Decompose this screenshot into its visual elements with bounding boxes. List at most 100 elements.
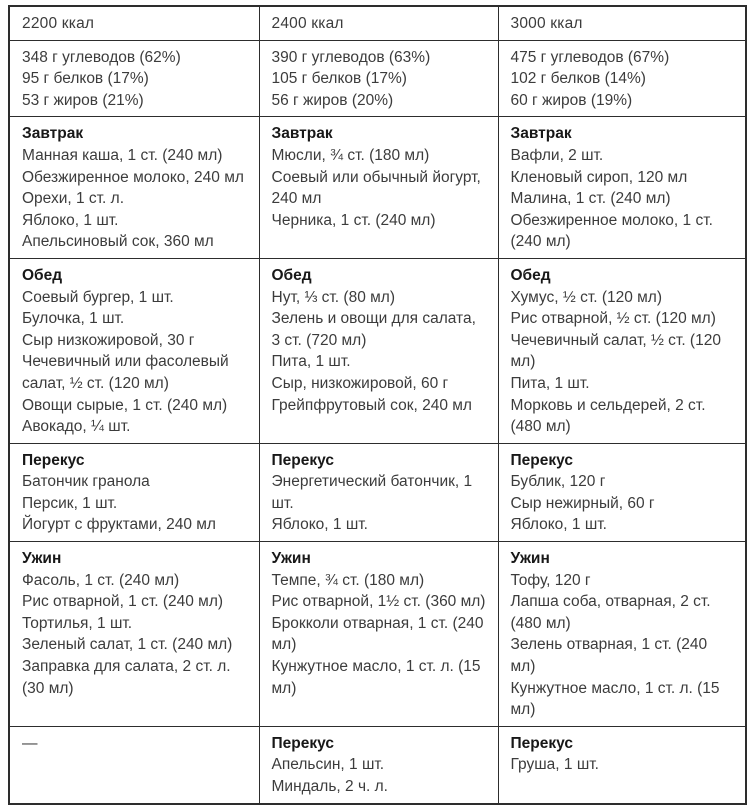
table-row: Перекус Батончик гранола Персик, 1 шт. Йог… xyxy=(8,442,747,543)
meal-title: Ужин xyxy=(510,550,550,568)
meal-item: 53 г жиров (21%) xyxy=(22,91,144,109)
meal-item: Грейпфрутовый сок, 240 мл xyxy=(271,396,472,414)
meal-items: Тофу, 120 г Лапша соба, отварная, 2 ст. (… xyxy=(511,570,734,721)
meal-title: Обед xyxy=(22,266,63,284)
meal-title: Завтрак xyxy=(510,125,572,143)
meal-items: Батончик гранола Персик, 1 шт. Йогурт с фр… xyxy=(22,471,247,536)
dinner-cell: Ужин Темпе, ¾ ст. (180 мл) Рис отварной, … xyxy=(258,541,499,727)
meal-item: 95 г белков (17%) xyxy=(22,70,149,88)
meal-item: Брокколи отварная, 1 ст. (240 мл) xyxy=(271,614,484,654)
meal-item: Кунжутное масло, 1 ст. л. (15 мл) xyxy=(271,658,481,697)
meal-item: Орехи, 1 ст. л. xyxy=(22,190,124,208)
meal-item: 60 г жиров (19%) xyxy=(510,91,633,109)
meal-item: Бублик, 120 г xyxy=(510,473,606,491)
snack-cell: Перекус Бублик, 120 г Сыр нежирный, 60 г Я… xyxy=(497,442,747,543)
meal-title: Перекус xyxy=(510,451,573,469)
meal-item: Темпе, ¾ ст. (180 мл) xyxy=(271,571,425,589)
meal-title: Перекус xyxy=(510,734,573,752)
meal-item: Сыр, низкожировой, 60 г xyxy=(271,374,449,392)
meal-item: Соевый бургер, 1 шт. xyxy=(22,288,174,306)
snack2-cell: Перекус Апельсин, 1 шт. Миндаль, 2 ч. л. xyxy=(258,725,499,805)
macros-cell: 390 г углеводов (63%) 105 г белков (17%) 5… xyxy=(258,39,499,118)
meal-item: Тофу, 120 г xyxy=(510,571,591,589)
meal-title: Перекус xyxy=(271,451,334,469)
meal-item: Рис отварной, 1 ст. (240 мл) xyxy=(22,593,224,611)
meal-item: 56 г жиров (20%) xyxy=(271,91,394,109)
snack2-cell: Перекус Груша, 1 шт. xyxy=(497,725,747,805)
meal-title: Завтрак xyxy=(22,125,84,143)
meal-items: Мюсли, ¾ ст. (180 мл) Соевый или обычный … xyxy=(272,145,486,231)
meal-item: Хумус, ½ ст. (120 мл) xyxy=(510,288,663,306)
meal-item: Чечевичный или фасолевый салат, ½ ст. (1… xyxy=(22,353,229,392)
column-header-2400: 2400 ккал xyxy=(258,5,499,41)
meal-item: Соевый или обычный йогурт, 240 мл xyxy=(271,168,481,208)
meal-items: Манная каша, 1 ст. (240 мл) Обезжиренное … xyxy=(22,145,247,253)
meal-title: Перекус xyxy=(271,734,334,752)
meal-item: Чечевичный салат, ½ ст. (120 мл) xyxy=(510,331,721,371)
meal-item: 348 г углеводов (62%) xyxy=(22,48,181,66)
meal-items: Нут, ⅓ ст. (80 мл) Зелень и овощи для сал… xyxy=(272,287,486,417)
meal-item: Яблоко, 1 шт. xyxy=(22,211,119,229)
meal-item: Миндаль, 2 ч. л. xyxy=(271,778,389,795)
meal-items: Энергетический батончик, 1 шт. Яблоко, 1 … xyxy=(272,471,486,536)
meal-item: Груша, 1 шт. xyxy=(510,756,599,774)
meal-item: Нут, ⅓ ст. (80 мл) xyxy=(271,288,396,306)
meal-items: Бублик, 120 г Сыр нежирный, 60 г Яблоко, 1… xyxy=(511,471,734,536)
meal-items: Вафли, 2 шт. Кленовый сироп, 120 мл Малина… xyxy=(511,145,734,253)
empty-cell-dash: — xyxy=(8,725,260,805)
lunch-cell: Обед Хумус, ½ ст. (120 мл) Рис отварной, … xyxy=(497,257,747,444)
table-row: Завтрак Манная каша, 1 ст. (240 мл) Обезж… xyxy=(8,116,747,259)
meal-item: 475 г углеводов (67%) xyxy=(510,48,670,66)
meal-item: Мюсли, ¾ ст. (180 мл) xyxy=(271,146,430,164)
meal-item: Лапша соба, отварная, 2 ст. (480 мл) xyxy=(510,593,711,632)
meal-item: Зелень отварная, 1 ст. (240 мл) xyxy=(510,636,708,676)
meal-items: Фасоль, 1 ст. (240 мл) Рис отварной, 1 ст… xyxy=(22,570,247,700)
lunch-cell: Обед Соевый бургер, 1 шт. Булочка, 1 шт. С… xyxy=(8,257,260,444)
meal-item: Морковь и сельдерей, 2 ст. (480 мл) xyxy=(510,396,706,436)
column-header-3000: 3000 ккал xyxy=(497,5,747,41)
meal-item: Вафли, 2 шт. xyxy=(510,146,604,164)
meal-title: Ужин xyxy=(271,550,311,568)
meal-item: Тортилья, 1 шт. xyxy=(22,614,133,632)
meal-plan-table-wrap: 2200 ккал 2400 ккал 3000 ккал 348 г угле… xyxy=(8,5,747,805)
meal-item: Малина, 1 ст. (240 мл) xyxy=(510,190,671,208)
meal-item: Фасоль, 1 ст. (240 мл) xyxy=(22,571,180,589)
meal-items: Апельсин, 1 шт. Миндаль, 2 ч. л. xyxy=(272,754,486,797)
table-row: 2200 ккал 2400 ккал 3000 ккал xyxy=(8,5,747,41)
meal-item: Манная каша, 1 ст. (240 мл) xyxy=(22,146,223,164)
table-row: — Перекус Апельсин, 1 шт. Миндаль, 2 ч. л… xyxy=(8,725,747,805)
meal-plan-table: 2200 ккал 2400 ккал 3000 ккал 348 г угле… xyxy=(8,5,747,805)
column-header-2200: 2200 ккал xyxy=(8,5,260,41)
meal-item: Обезжиренное молоко, 240 мл xyxy=(22,168,244,186)
meal-item: Яблоко, 1 шт. xyxy=(510,516,607,534)
meal-item: 390 г углеводов (63%) xyxy=(271,48,431,66)
meal-item: Сыр низкожировой, 30 г xyxy=(22,331,195,349)
meal-title: Ужин xyxy=(22,550,62,568)
meal-item: Пита, 1 шт. xyxy=(510,374,590,392)
meal-item: Рис отварной, 1½ ст. (360 мл) xyxy=(271,593,486,611)
table-row: 348 г углеводов (62%) 95 г белков (17%) 53… xyxy=(8,39,747,118)
table-row: Ужин Фасоль, 1 ст. (240 мл) Рис отварной,… xyxy=(8,541,747,727)
meal-title: Перекус xyxy=(22,451,85,469)
meal-item: Авокадо, ¼ шт. xyxy=(22,418,131,436)
meal-item: Булочка, 1 шт. xyxy=(22,310,125,328)
meal-item: Пита, 1 шт. xyxy=(271,353,351,371)
meal-item: Энергетический батончик, 1 шт. xyxy=(271,473,473,512)
breakfast-cell: Завтрак Манная каша, 1 ст. (240 мл) Обезж… xyxy=(8,116,260,259)
meal-item: Персик, 1 шт. xyxy=(22,494,118,512)
lunch-cell: Обед Нут, ⅓ ст. (80 мл) Зелень и овощи дл… xyxy=(258,257,499,444)
meal-item: Яблоко, 1 шт. xyxy=(271,516,368,534)
breakfast-cell: Завтрак Мюсли, ¾ ст. (180 мл) Соевый или … xyxy=(258,116,499,259)
meal-items: Хумус, ½ ст. (120 мл) Рис отварной, ½ ст.… xyxy=(511,287,734,438)
dinner-cell: Ужин Тофу, 120 г Лапша соба, отварная, 2 … xyxy=(497,541,747,727)
meal-item: Йогурт с фруктами, 240 мл xyxy=(22,516,216,534)
snack-cell: Перекус Батончик гранола Персик, 1 шт. Йог… xyxy=(8,442,260,543)
breakfast-cell: Завтрак Вафли, 2 шт. Кленовый сироп, 120 … xyxy=(497,116,747,259)
meal-item: Апельсиновый сок, 360 мл xyxy=(22,233,214,251)
meal-items: Груша, 1 шт. xyxy=(511,754,734,776)
meal-items: Темпе, ¾ ст. (180 мл) Рис отварной, 1½ ст… xyxy=(272,570,486,700)
meal-title: Обед xyxy=(510,266,551,284)
meal-item: Зелень и овощи для салата, 3 ст. (720 мл… xyxy=(271,310,476,349)
meal-item: Кунжутное масло, 1 ст. л. (15 мл) xyxy=(510,679,720,719)
table-row: Обед Соевый бургер, 1 шт. Булочка, 1 шт. С… xyxy=(8,257,747,444)
